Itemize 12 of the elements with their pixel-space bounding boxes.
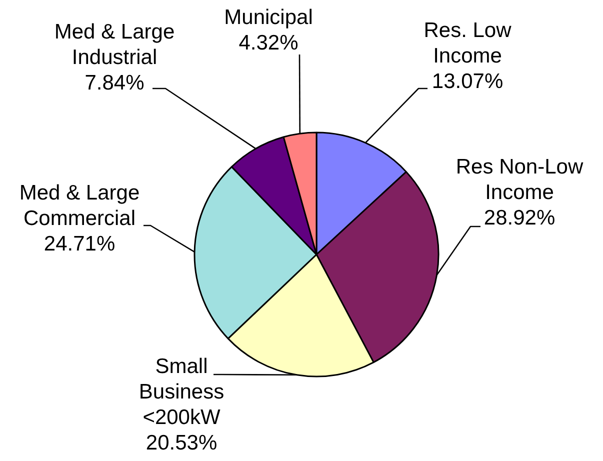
data-label: 28.92% bbox=[484, 206, 556, 230]
slice-label: Res Non-Low Income bbox=[456, 156, 584, 204]
slice-label: Res. Low Income bbox=[424, 19, 512, 68]
data-label: 13.07% bbox=[432, 70, 504, 93]
slice-label: Med & Large Commercial bbox=[19, 182, 140, 230]
slice-label: Med & Large Industrial bbox=[54, 20, 175, 69]
data-label: 24.71% bbox=[44, 232, 116, 256]
slice-label: Small Business <200kW bbox=[138, 354, 224, 429]
data-label: 20.53% bbox=[146, 431, 218, 454]
data-label: 7.84% bbox=[84, 72, 144, 94]
slice-label: Municipal bbox=[224, 6, 313, 29]
data-label: 4.32% bbox=[238, 31, 298, 54]
